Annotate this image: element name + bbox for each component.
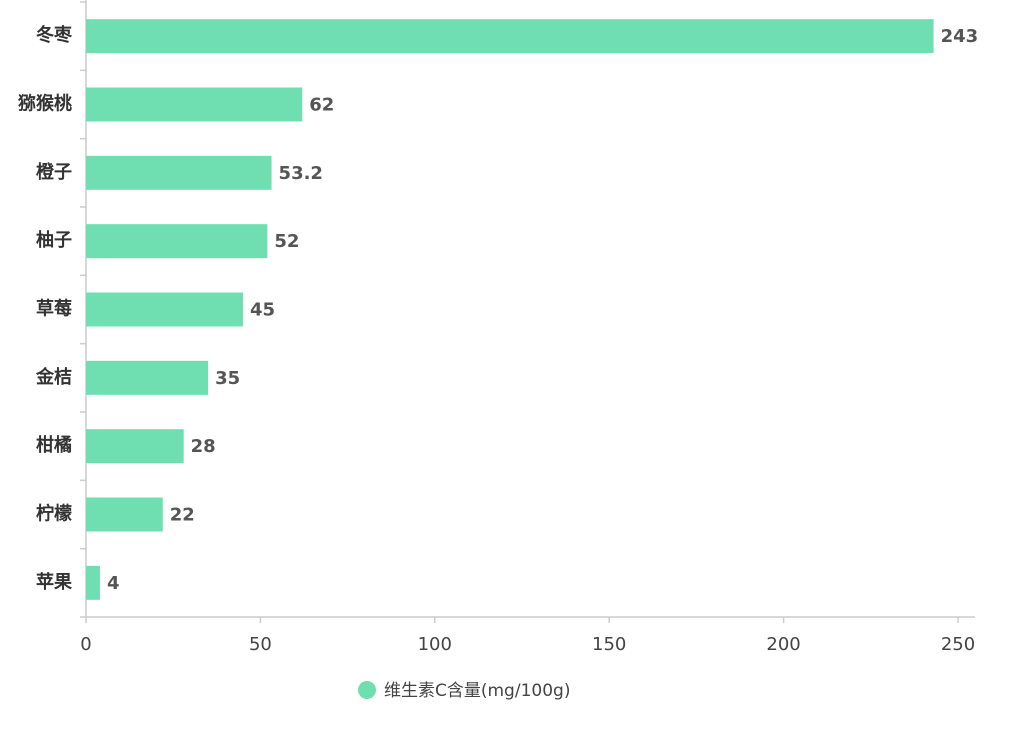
bar — [86, 19, 934, 54]
x-tick-label: 150 — [592, 634, 626, 655]
value-label: 62 — [309, 95, 334, 116]
bar — [86, 360, 209, 395]
bar — [86, 224, 268, 259]
value-label: 45 — [250, 300, 275, 321]
value-label: 243 — [941, 26, 979, 47]
legend-marker — [358, 681, 376, 699]
value-label: 28 — [191, 436, 216, 457]
y-tick-label: 橙子 — [36, 161, 72, 183]
x-tick-label: 100 — [418, 634, 452, 655]
bar — [86, 429, 184, 464]
x-tick-label: 0 — [80, 634, 91, 655]
y-tick-label: 柑橘 — [36, 434, 72, 456]
value-label: 4 — [107, 573, 120, 594]
y-tick-label: 冬枣 — [36, 24, 73, 46]
value-label: 53.2 — [279, 163, 323, 184]
x-tick-label: 50 — [249, 634, 272, 655]
y-tick-label: 猕猴桃 — [18, 93, 72, 115]
legend-label: 维生素C含量(mg/100g) — [384, 681, 570, 701]
bar — [86, 565, 100, 600]
y-tick-label: 柠檬 — [36, 503, 72, 525]
value-label: 35 — [215, 368, 240, 389]
y-tick-label: 草莓 — [36, 298, 72, 320]
bar — [86, 292, 243, 327]
y-tick-label: 金桔 — [35, 366, 72, 388]
y-tick-label: 苹果 — [36, 571, 73, 593]
x-tick-label: 200 — [766, 634, 800, 655]
bar — [86, 155, 272, 190]
value-label: 52 — [274, 231, 299, 252]
x-tick-label: 250 — [941, 634, 975, 655]
value-label: 22 — [170, 505, 195, 526]
bar — [86, 87, 303, 122]
y-tick-label: 柚子 — [36, 229, 72, 251]
bar — [86, 497, 163, 532]
